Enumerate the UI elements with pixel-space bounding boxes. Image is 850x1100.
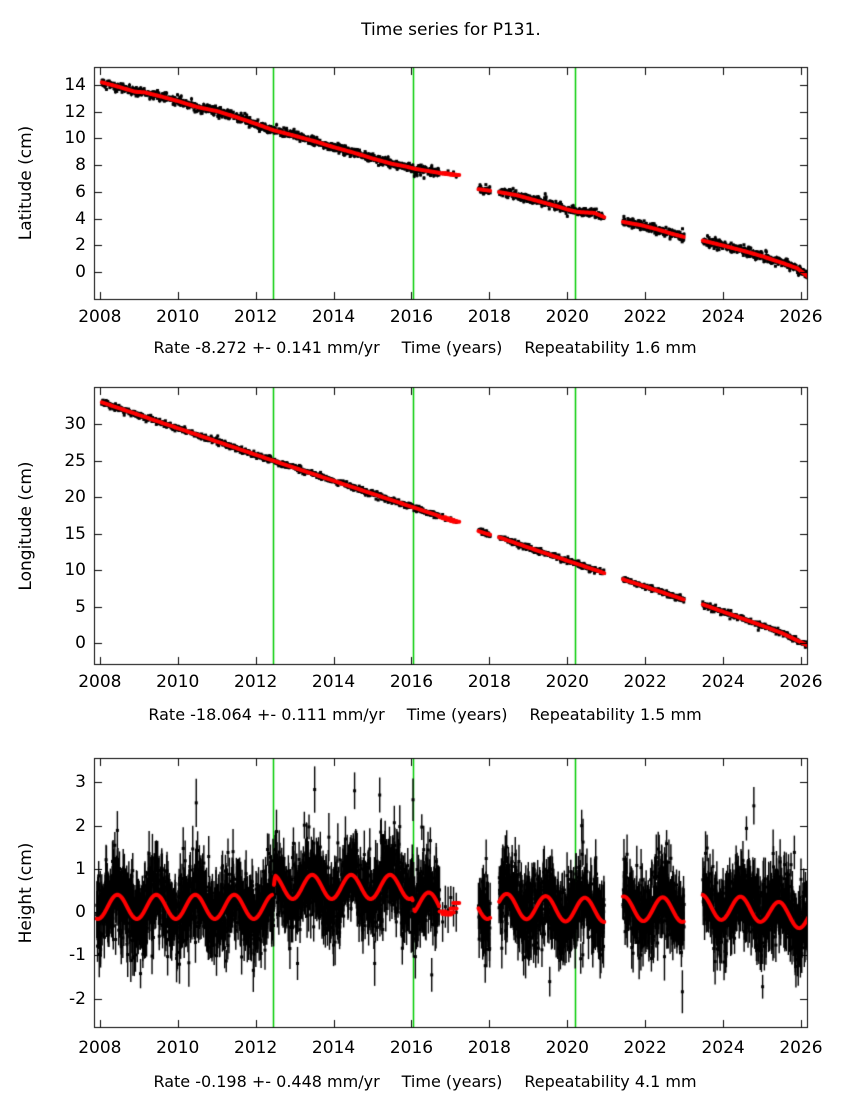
y-tick-label: 0: [75, 902, 86, 923]
y-tick-label: 2: [75, 235, 86, 256]
longitude-caption: Rate -18.064 +- 0.111 mm/yr Time (years)…: [0, 705, 850, 724]
x-tick-label: 2022: [623, 672, 667, 692]
x-tick-label: 2022: [623, 1038, 667, 1058]
x-tick-label: 2010: [156, 672, 200, 692]
x-tick-label: 2018: [467, 672, 511, 692]
y-axis-label-height: Height (cm): [16, 842, 36, 944]
y-tick-label: 0: [75, 261, 86, 282]
x-tick-label: 2024: [701, 307, 745, 327]
height-rate-label: Rate -0.198 +- 0.448 mm/yr: [153, 1072, 380, 1091]
y-tick-label: 15: [64, 523, 86, 544]
plot-title: Time series for P131.: [361, 20, 541, 40]
y-tick-label: 5: [75, 596, 86, 617]
latitude-caption: Rate -8.272 +- 0.141 mm/yr Time (years) …: [0, 338, 850, 357]
x-tick-label: 2026: [779, 672, 823, 692]
x-tick-label: 2014: [311, 1038, 356, 1058]
x-tick-label: 2020: [545, 1038, 589, 1058]
y-tick-label: 25: [64, 450, 86, 471]
y-tick-label: 1: [75, 858, 86, 879]
x-tick-label: 2016: [389, 307, 434, 327]
y-tick-label: 0: [75, 633, 86, 654]
y-tick-label: 12: [64, 101, 86, 122]
height-caption: Rate -0.198 +- 0.448 mm/yr Time (years) …: [0, 1072, 850, 1091]
x-tick-label: 2010: [156, 307, 200, 327]
latitude-time-axis-label: Time (years): [401, 338, 503, 357]
x-tick-label: 2008: [78, 307, 122, 327]
x-tick-label: 2026: [779, 307, 823, 327]
latitude-repeatability-label: Repeatability 1.6 mm: [524, 338, 697, 357]
y-tick-label: 2: [75, 815, 86, 836]
x-tick-label: 2016: [389, 672, 434, 692]
x-tick-label: 2008: [78, 1038, 122, 1058]
x-tick-label: 2024: [701, 672, 745, 692]
y-tick-label: -2: [69, 988, 86, 1009]
height-time-axis-label: Time (years): [401, 1072, 503, 1091]
longitude-repeatability-label: Repeatability 1.5 mm: [529, 705, 702, 724]
x-tick-label: 2012: [234, 1038, 278, 1058]
x-tick-label: 2012: [234, 672, 278, 692]
y-tick-label: 6: [75, 181, 86, 202]
x-tick-label: 2020: [545, 672, 589, 692]
x-tick-label: 2018: [467, 1038, 511, 1058]
x-tick-label: 2018: [467, 307, 511, 327]
y-tick-label: -1: [69, 945, 86, 966]
x-tick-label: 2026: [779, 1038, 823, 1058]
y-tick-label: 10: [64, 560, 86, 581]
longitude-rate-label: Rate -18.064 +- 0.111 mm/yr: [148, 705, 385, 724]
y-tick-label: 4: [75, 208, 86, 229]
y-tick-label: 20: [64, 487, 86, 508]
x-tick-label: 2014: [311, 672, 356, 692]
x-tick-label: 2014: [311, 307, 356, 327]
x-tick-label: 2022: [623, 307, 667, 327]
x-tick-label: 2020: [545, 307, 589, 327]
x-tick-label: 2012: [234, 307, 278, 327]
y-tick-label: 14: [64, 75, 86, 96]
y-tick-label: 8: [75, 155, 86, 176]
x-tick-label: 2010: [156, 1038, 200, 1058]
x-tick-label: 2024: [701, 1038, 745, 1058]
latitude-rate-label: Rate -8.272 +- 0.141 mm/yr: [153, 338, 380, 357]
longitude-time-axis-label: Time (years): [406, 705, 508, 724]
x-tick-label: 2016: [389, 1038, 434, 1058]
x-tick-label: 2008: [78, 672, 122, 692]
y-tick-label: 10: [64, 128, 86, 149]
y-tick-label: 30: [64, 414, 86, 435]
y-tick-label: 3: [75, 772, 86, 793]
height-repeatability-label: Repeatability 4.1 mm: [524, 1072, 697, 1091]
